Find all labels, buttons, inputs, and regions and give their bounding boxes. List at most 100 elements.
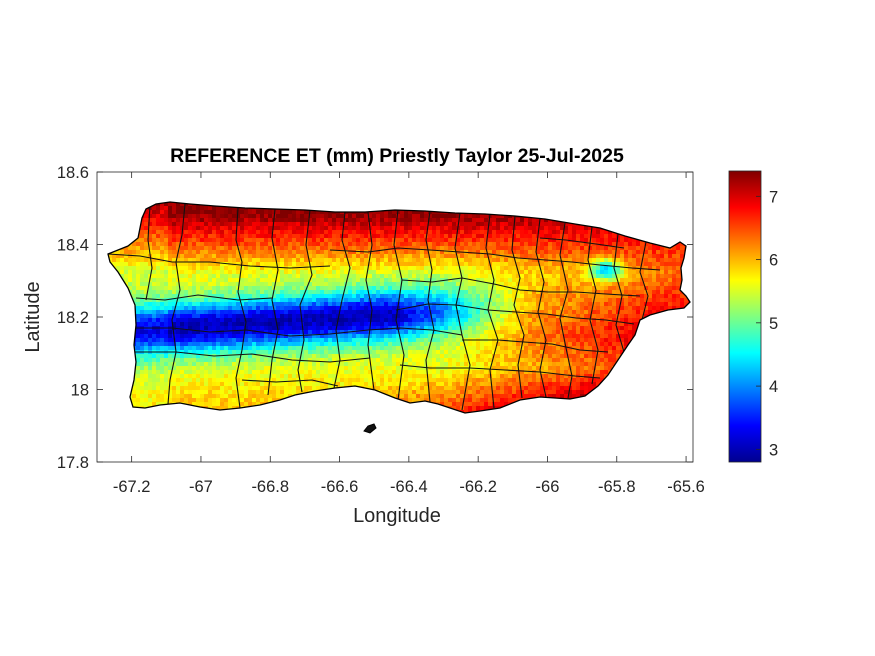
et-cell xyxy=(412,302,417,307)
et-cell xyxy=(148,330,153,335)
et-cell xyxy=(232,306,237,311)
et-cell xyxy=(408,266,413,271)
et-cell xyxy=(408,382,413,387)
et-cell xyxy=(328,374,333,379)
et-cell xyxy=(260,302,265,307)
et-cell xyxy=(180,370,185,375)
et-cell xyxy=(400,338,405,343)
et-cell xyxy=(284,286,289,291)
et-cell xyxy=(380,250,385,255)
et-cell xyxy=(136,302,141,307)
et-cell xyxy=(380,326,385,331)
et-cell xyxy=(264,226,269,231)
et-cell xyxy=(392,338,397,343)
et-cell xyxy=(220,394,225,399)
et-cell xyxy=(276,274,281,279)
et-cell xyxy=(148,338,153,343)
et-cell xyxy=(360,302,365,307)
et-cell xyxy=(240,382,245,387)
et-cell xyxy=(444,358,449,363)
et-cell xyxy=(176,358,181,363)
et-cell xyxy=(384,354,389,359)
et-cell xyxy=(352,306,357,311)
et-cell xyxy=(232,230,237,235)
et-cell xyxy=(272,318,277,323)
et-cell xyxy=(276,250,281,255)
et-cell xyxy=(380,338,385,343)
et-cell xyxy=(164,274,169,279)
et-cell xyxy=(376,310,381,315)
et-cell xyxy=(348,214,353,219)
et-cell xyxy=(356,238,361,243)
et-cell xyxy=(308,214,313,219)
et-cell xyxy=(136,362,141,367)
et-cell xyxy=(376,210,381,215)
et-cell xyxy=(396,350,401,355)
et-cell xyxy=(172,230,177,235)
et-cell xyxy=(284,250,289,255)
et-cell xyxy=(208,378,213,383)
et-cell xyxy=(340,322,345,327)
et-cell xyxy=(296,210,301,215)
et-cell xyxy=(400,382,405,387)
et-cell xyxy=(244,330,249,335)
et-cell xyxy=(460,370,465,375)
et-cell xyxy=(416,398,421,403)
et-cell xyxy=(184,218,189,223)
et-cell xyxy=(432,226,437,231)
et-cell xyxy=(304,214,309,219)
et-cell xyxy=(144,238,149,243)
et-cell xyxy=(428,390,433,395)
et-cell xyxy=(196,222,201,227)
et-cell xyxy=(404,242,409,247)
et-cell xyxy=(332,314,337,319)
et-cell xyxy=(368,274,373,279)
et-cell xyxy=(224,346,229,351)
et-cell xyxy=(412,278,417,283)
et-cell xyxy=(332,290,337,295)
et-cell xyxy=(132,298,137,303)
et-cell xyxy=(320,382,325,387)
et-cell xyxy=(196,386,201,391)
et-cell xyxy=(252,250,257,255)
et-cell xyxy=(248,342,253,347)
et-cell xyxy=(308,354,313,359)
et-cell xyxy=(268,270,273,275)
et-cell xyxy=(236,322,241,327)
et-cell xyxy=(336,250,341,255)
et-cell xyxy=(456,234,461,239)
et-cell xyxy=(300,390,305,395)
et-cell xyxy=(344,250,349,255)
et-cell xyxy=(184,230,189,235)
et-cell xyxy=(196,302,201,307)
et-cell xyxy=(364,282,369,287)
et-cell xyxy=(208,322,213,327)
et-cell xyxy=(268,346,273,351)
et-cell xyxy=(352,326,357,331)
et-cell xyxy=(432,266,437,271)
et-cell xyxy=(340,218,345,223)
et-cell xyxy=(156,294,161,299)
et-cell xyxy=(144,370,149,375)
et-cell xyxy=(288,234,293,239)
et-cell xyxy=(268,302,273,307)
et-cell xyxy=(388,226,393,231)
et-cell xyxy=(436,314,441,319)
et-cell xyxy=(148,386,153,391)
et-cell xyxy=(440,214,445,219)
et-cell xyxy=(300,362,305,367)
et-cell xyxy=(240,302,245,307)
et-cell xyxy=(432,294,437,299)
et-cell xyxy=(232,334,237,339)
et-cell xyxy=(268,210,273,215)
et-cell xyxy=(140,270,145,275)
et-cell xyxy=(216,294,221,299)
et-cell xyxy=(232,346,237,351)
et-cell xyxy=(272,254,277,259)
et-cell xyxy=(292,262,297,267)
et-cell xyxy=(168,274,173,279)
et-cell xyxy=(276,258,281,263)
et-cell xyxy=(320,262,325,267)
et-cell xyxy=(248,218,253,223)
et-cell xyxy=(412,282,417,287)
